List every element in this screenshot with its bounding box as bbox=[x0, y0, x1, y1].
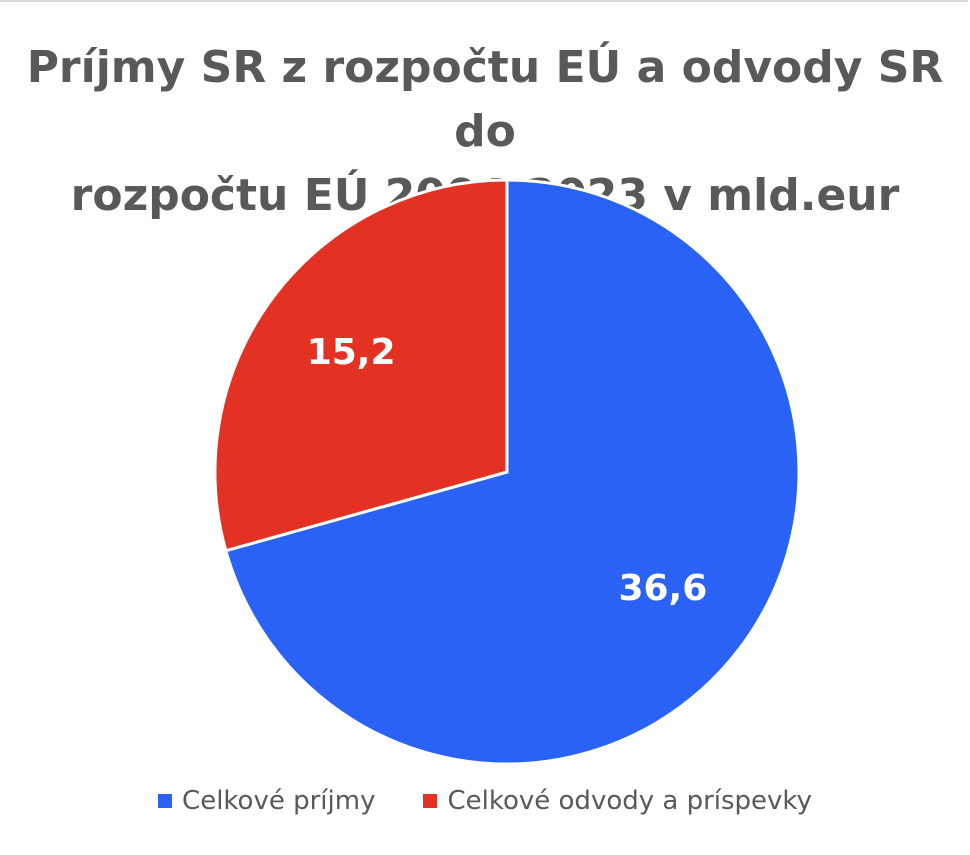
chart-title-line-1: Príjmy SR z rozpočtu EÚ a odvody SR do bbox=[26, 42, 944, 157]
pie-data-label-0: 36,6 bbox=[618, 568, 707, 609]
pie-slice-1 bbox=[213, 178, 509, 553]
chart-title: Príjmy SR z rozpočtu EÚ a odvody SR do r… bbox=[0, 36, 970, 228]
pie-slice-0 bbox=[223, 178, 801, 766]
legend-swatch-red bbox=[423, 794, 438, 808]
legend-swatch-blue bbox=[158, 794, 173, 808]
chart-legend: Celkové príjmy Celkové odvody a príspevk… bbox=[0, 786, 970, 816]
legend-label: Celkové príjmy bbox=[182, 786, 376, 816]
pie-data-label-1: 15,2 bbox=[307, 332, 396, 373]
legend-item-celkove-prijmy: Celkové príjmy bbox=[158, 786, 375, 816]
legend-label: Celkové odvody a príspevky bbox=[447, 786, 812, 816]
legend-item-celkove-odvody: Celkové odvody a príspevky bbox=[423, 786, 812, 816]
